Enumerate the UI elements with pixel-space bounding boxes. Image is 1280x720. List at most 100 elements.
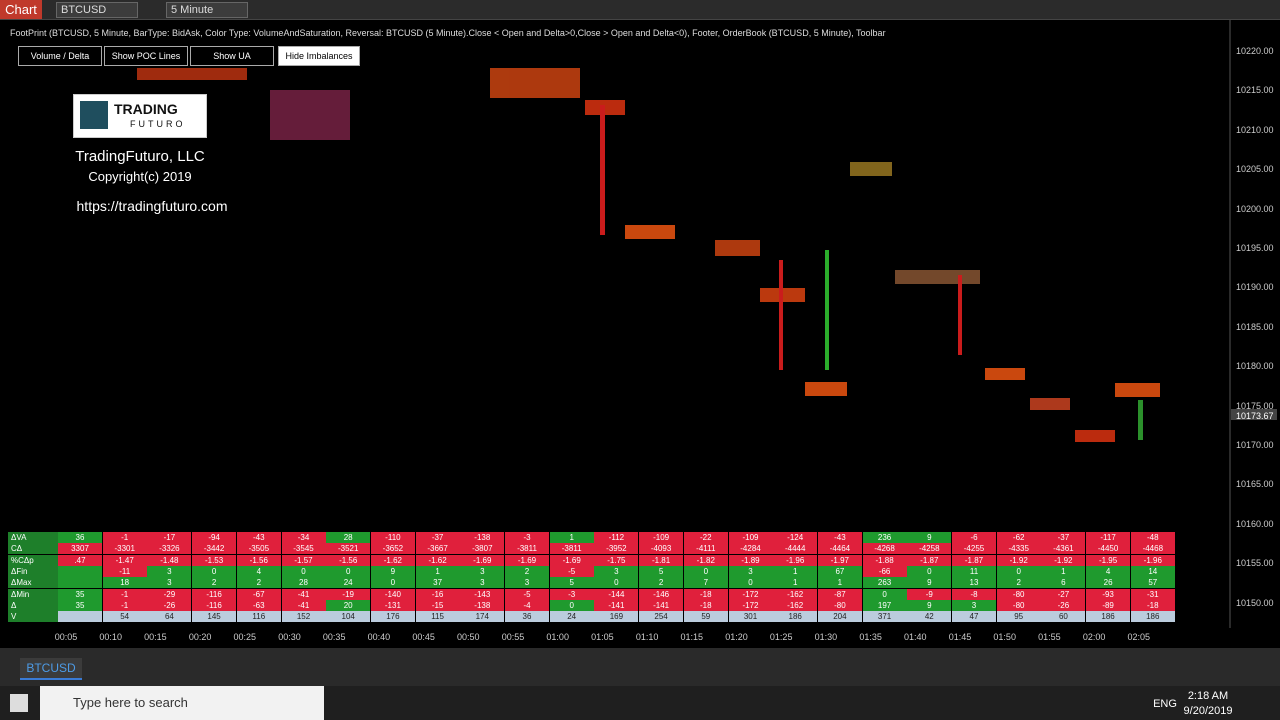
footer-cell: -172 bbox=[728, 599, 773, 611]
footer-cell: -80 bbox=[996, 599, 1041, 611]
footer-cell: 115 bbox=[415, 611, 460, 623]
footer-cell: -3652 bbox=[370, 543, 415, 555]
footer-cell: 0 bbox=[549, 599, 594, 611]
interval-select[interactable]: 5 Minute bbox=[166, 2, 248, 18]
footer-cell: 186 bbox=[1130, 611, 1175, 623]
footer-cell: -1.47 bbox=[102, 554, 147, 566]
footer-cell: -3811 bbox=[505, 543, 549, 555]
footer-cell: 197 bbox=[862, 599, 907, 611]
time-label: 01:05 bbox=[591, 632, 614, 642]
price-label: 10150.00 bbox=[1236, 597, 1274, 608]
row-label: ΔMin bbox=[8, 588, 58, 600]
footer-cell: -3 bbox=[505, 532, 549, 543]
footer-cell: -117 bbox=[1086, 532, 1131, 543]
price-label: 10195.00 bbox=[1236, 243, 1274, 253]
footer-cell: 9 bbox=[907, 599, 952, 611]
tab[interactable]: BTCUSD bbox=[20, 658, 82, 680]
footer-cell: 3 bbox=[147, 577, 192, 589]
logo-sub: FUTURO bbox=[130, 119, 186, 129]
footer-cell: 204 bbox=[817, 611, 862, 623]
footer-cell: 3 bbox=[460, 565, 505, 577]
footer-cell: 4 bbox=[1086, 565, 1131, 577]
current-price: 10173.67 bbox=[1236, 411, 1274, 421]
footer-cell: -1.57 bbox=[281, 554, 326, 566]
footer-cell: -4468 bbox=[1130, 543, 1175, 555]
row-label: ΔVA bbox=[8, 532, 58, 543]
footer-cell: 3 bbox=[952, 599, 996, 611]
footer-cell: 0 bbox=[326, 565, 371, 577]
current-price-bg bbox=[1231, 409, 1277, 420]
footer-cell: 3 bbox=[728, 565, 773, 577]
language[interactable]: ENG bbox=[1153, 698, 1177, 710]
footer-cell: -9 bbox=[907, 588, 952, 600]
footer-cell: -31 bbox=[1130, 588, 1175, 600]
toggle-button[interactable]: Show POC Lines bbox=[104, 46, 188, 66]
footer-cell: 35 bbox=[58, 599, 102, 611]
footer-cell: -110 bbox=[370, 532, 415, 543]
footer-cell: -1.75 bbox=[594, 554, 639, 566]
toggle-button[interactable]: Show UA bbox=[190, 46, 274, 66]
footer-cell: 0 bbox=[907, 565, 952, 577]
footer-cell: -19 bbox=[326, 588, 371, 600]
time-label: 00:25 bbox=[233, 632, 257, 642]
price-label: 10200.00 bbox=[1236, 203, 1274, 214]
toggle-button[interactable]: Hide Imbalances bbox=[278, 46, 360, 66]
footer-cell: -1.62 bbox=[415, 554, 460, 566]
time-label: 00:55 bbox=[501, 632, 525, 642]
footer-cell: 37 bbox=[415, 577, 460, 589]
footer-cell: 0 bbox=[192, 565, 237, 577]
footer-cell: -141 bbox=[594, 599, 639, 611]
footer-cell: 0 bbox=[862, 588, 907, 600]
footer-cell: -6 bbox=[952, 532, 996, 543]
instrument-select[interactable]: BTCUSD bbox=[56, 2, 138, 18]
logo-name: TRADING bbox=[114, 101, 178, 117]
footer-cell: -1.96 bbox=[1130, 554, 1175, 566]
footer-cell: 28 bbox=[281, 577, 326, 589]
toggle-button[interactable]: Volume / Delta bbox=[18, 46, 102, 66]
url: https://tradingfuturo.com bbox=[76, 198, 228, 214]
footer-row: ΔMax 18 3 2 2 28 24 0 37 3 3 5 0 2 7 0 1 1 263 9 13 2 6 26 57 bbox=[8, 577, 1175, 589]
footer-cell: -5 bbox=[505, 588, 549, 600]
footer-cell: -131 bbox=[370, 599, 415, 611]
time-label: 01:50 bbox=[993, 632, 1016, 642]
price-label: 10175.00 bbox=[1236, 400, 1274, 411]
footer-cell: -43 bbox=[236, 532, 281, 543]
footer-cell: 5 bbox=[549, 577, 594, 589]
row-label: %CΔp bbox=[8, 554, 58, 566]
start-button[interactable] bbox=[10, 694, 28, 712]
footer-cell: 3 bbox=[505, 577, 549, 589]
footer-cell: 18 bbox=[102, 577, 147, 589]
footer-cell: -67 bbox=[236, 588, 281, 600]
footer-cell: 60 bbox=[1041, 611, 1086, 623]
price-label: 10215.00 bbox=[1236, 85, 1274, 96]
footer-cell: -18 bbox=[683, 588, 728, 600]
tab-bar bbox=[0, 648, 1280, 686]
footer-cell: -138 bbox=[460, 532, 505, 543]
price-label: 10165.00 bbox=[1236, 479, 1274, 490]
footer-cell: -1.87 bbox=[907, 554, 952, 566]
time-label: 01:55 bbox=[1038, 632, 1061, 642]
time-label: 02:05 bbox=[1127, 632, 1151, 642]
footer-cell: -4093 bbox=[639, 543, 684, 555]
footer-cell: -1.48 bbox=[147, 554, 192, 566]
footer-cell: 42 bbox=[907, 611, 952, 623]
footer-cell: -89 bbox=[1086, 599, 1131, 611]
row-label: ΔFin bbox=[8, 565, 58, 577]
footer-cell: -63 bbox=[236, 599, 281, 611]
footer-row: %CΔp .47 -1.47 -1.48 -1.53 -1.56 -1.57 -1.56 -1.… bbox=[8, 554, 1175, 566]
footer-cell: 24 bbox=[549, 611, 594, 623]
footer-row: Δ 35 -1 -26 -116 -63 -41 20 -131 -15 -138 -4 0 -141 -1… bbox=[8, 599, 1175, 611]
footer-cell: -1 bbox=[102, 599, 147, 611]
footer-cell: 1 bbox=[773, 565, 818, 577]
footer-cell: 2 bbox=[639, 577, 684, 589]
footer-cell: 0 bbox=[370, 577, 415, 589]
chart-label[interactable]: Chart bbox=[0, 0, 42, 19]
footer-cell: -4450 bbox=[1086, 543, 1131, 555]
price-label: 10220.00 bbox=[1236, 46, 1274, 56]
search-box[interactable]: Type here to search bbox=[40, 686, 324, 720]
time-label: 01:25 bbox=[769, 632, 793, 642]
footer-cell: -162 bbox=[773, 588, 818, 600]
time-label: 02:00 bbox=[1082, 632, 1106, 642]
footer-cell: 4 bbox=[236, 565, 281, 577]
footer-cell: -1.92 bbox=[1041, 554, 1086, 566]
